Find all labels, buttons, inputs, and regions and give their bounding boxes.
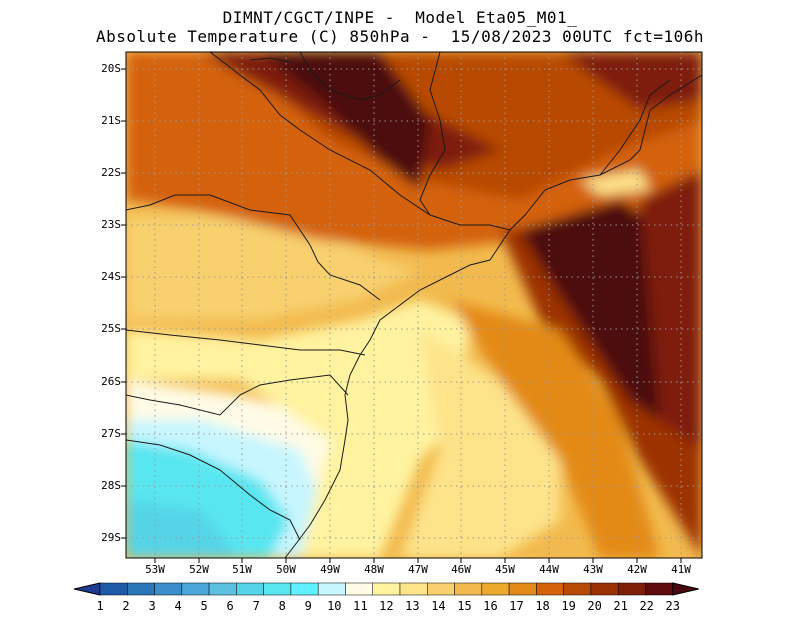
colorbar-swatch bbox=[563, 582, 592, 596]
colorbar-swatch bbox=[508, 582, 537, 596]
colorbar-swatch bbox=[617, 582, 646, 596]
colorbar-right-arrow bbox=[672, 582, 699, 596]
colorbar-swatch bbox=[99, 582, 128, 596]
colorbar-tick-label: 4 bbox=[174, 599, 182, 613]
colorbar-swatch bbox=[236, 582, 264, 596]
colorbar-tick-label: 8 bbox=[278, 599, 286, 613]
colorbar-swatch bbox=[181, 582, 210, 596]
lon-label: 43W bbox=[583, 563, 603, 576]
lon-label: 50W bbox=[276, 563, 296, 576]
colorbar-tick-label: 13 bbox=[405, 599, 420, 613]
colorbar-swatch bbox=[590, 582, 619, 596]
lat-label: 29S bbox=[101, 531, 121, 544]
lon-label: 46W bbox=[451, 563, 471, 576]
colorbar-tick-label: 11 bbox=[353, 599, 368, 613]
colorbar-tick-label: 14 bbox=[431, 599, 446, 613]
lon-label: 47W bbox=[408, 563, 428, 576]
colorbar-swatch bbox=[645, 582, 673, 596]
colorbar-swatch bbox=[127, 582, 155, 596]
lat-label: 20S bbox=[101, 62, 121, 75]
colorbar-swatch bbox=[317, 582, 346, 596]
lon-label: 53W bbox=[145, 563, 165, 576]
lat-label: 22S bbox=[101, 166, 121, 179]
coastline-borders bbox=[126, 52, 702, 558]
colorbar-tick-label: 6 bbox=[226, 599, 234, 613]
lat-label: 26S bbox=[101, 375, 121, 388]
colorbar-swatch bbox=[399, 582, 428, 596]
colorbar-tick-label: 19 bbox=[561, 599, 576, 613]
lon-label: 42W bbox=[627, 563, 647, 576]
lat-label: 24S bbox=[101, 270, 121, 283]
lon-label: 41W bbox=[671, 563, 691, 576]
lon-label: 44W bbox=[539, 563, 559, 576]
temperature-field bbox=[126, 52, 702, 558]
lat-label: 23S bbox=[101, 218, 121, 231]
colorbar-tick-label: 5 bbox=[200, 599, 208, 613]
lon-label: 49W bbox=[320, 563, 340, 576]
colorbar-swatch bbox=[154, 582, 183, 596]
colorbar-tick-label: 18 bbox=[535, 599, 550, 613]
colorbar-tick-label: 23 bbox=[665, 599, 680, 613]
axis-ticks bbox=[121, 68, 682, 563]
colorbar-tick-label: 16 bbox=[483, 599, 498, 613]
colorbar-tick-label: 7 bbox=[252, 599, 260, 613]
colorbar-tick-label: 10 bbox=[327, 599, 342, 613]
colorbar-tick-label: 9 bbox=[304, 599, 312, 613]
colorbar-tick-label: 2 bbox=[122, 599, 130, 613]
colorbar-swatch bbox=[536, 582, 564, 596]
colorbar-swatch bbox=[481, 582, 510, 596]
lat-label: 28S bbox=[101, 479, 121, 492]
lat-label: 25S bbox=[101, 322, 121, 335]
colorbar-swatch bbox=[208, 582, 237, 596]
lon-label: 45W bbox=[495, 563, 515, 576]
lon-label: 48W bbox=[364, 563, 384, 576]
colorbar-swatch bbox=[290, 582, 319, 596]
colorbar-tick-label: 15 bbox=[457, 599, 472, 613]
colorbar-tick-label: 3 bbox=[148, 599, 156, 613]
map-frame bbox=[125, 51, 703, 559]
lat-label: 27S bbox=[101, 427, 121, 440]
lon-label: 51W bbox=[232, 563, 252, 576]
map-title-line1: DIMNT/CGCT/INPE - Model Eta05_M01_ bbox=[222, 8, 578, 27]
colorbar-swatch bbox=[454, 582, 483, 596]
colorbar-swatch bbox=[263, 582, 292, 596]
lat-label: 21S bbox=[101, 114, 121, 127]
colorbar-tick-label: 12 bbox=[379, 599, 394, 613]
colorbar-tick-label: 21 bbox=[613, 599, 628, 613]
colorbar-tick-label: 20 bbox=[587, 599, 602, 613]
colorbar-swatch bbox=[345, 582, 373, 596]
colorbar-tick-label: 22 bbox=[639, 599, 654, 613]
grid-lines bbox=[126, 52, 702, 558]
colorbar-swatch bbox=[427, 582, 455, 596]
colorbar-left-arrow bbox=[73, 582, 101, 596]
map-title-line2: Absolute Temperature (C) 850hPa - 15/08/… bbox=[96, 27, 704, 46]
colorbar-tick-label: 1 bbox=[96, 599, 104, 613]
colorbar-tick-label: 17 bbox=[509, 599, 524, 613]
lon-label: 52W bbox=[189, 563, 209, 576]
colorbar-swatch bbox=[372, 582, 401, 596]
